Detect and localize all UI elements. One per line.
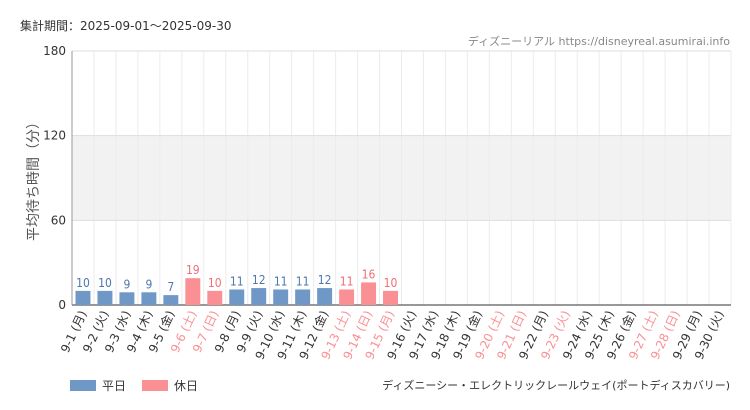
bar [141,292,157,305]
bar [229,289,245,305]
legend-swatch-weekday [70,380,96,391]
bar-value-label: 11 [296,274,310,288]
bar [339,289,355,305]
y-tick-label: 60 [51,213,66,227]
bar [163,295,179,305]
bar-value-label: 10 [76,276,90,290]
bar [273,289,289,305]
bar [207,290,223,305]
legend-label-weekday: 平日 [102,379,127,393]
period-label: 集計期間：2025-09-01～2025-09-30 [20,19,232,33]
bar-value-label: 7 [167,280,174,294]
bar-value-label: 11 [274,274,288,288]
bar-value-label: 9 [145,277,152,291]
bar [185,278,201,305]
bar [295,289,311,305]
bar [97,290,113,305]
y-tick-label: 120 [43,129,66,143]
bar [383,290,398,305]
legend-item-weekday: 平日 [70,377,126,394]
bar [251,288,267,305]
bar [75,290,91,305]
legend: 平日 休日 [70,377,214,394]
bar-value-label: 10 [208,276,222,290]
legend-item-holiday: 休日 [142,377,198,394]
bar-value-label: 11 [340,274,354,288]
bar-value-label: 12 [252,273,266,287]
attraction-name: ディズニーシー・エレクトリックレールウェイ(ポートディスカバリー) [382,379,730,392]
y-tick-label: 0 [58,298,66,312]
legend-swatch-holiday [142,380,169,391]
bar-value-label: 10 [384,276,398,290]
bar [317,288,333,305]
legend-label-holiday: 休日 [174,379,199,393]
site-credit: ディズニーリアル https://disneyreal.asumirai.inf… [467,35,730,48]
bar [119,292,135,305]
bar-value-label: 10 [98,276,112,290]
bar-value-label: 19 [186,263,200,277]
y-axis-label: 平均待ち時間（分） [26,115,42,241]
y-tick-label: 180 [43,44,66,58]
bar-value-label: 12 [318,273,332,287]
bar-value-label: 11 [230,274,244,288]
bar-value-label: 9 [123,277,130,291]
bar-value-label: 16 [362,267,376,281]
bar [361,282,377,305]
